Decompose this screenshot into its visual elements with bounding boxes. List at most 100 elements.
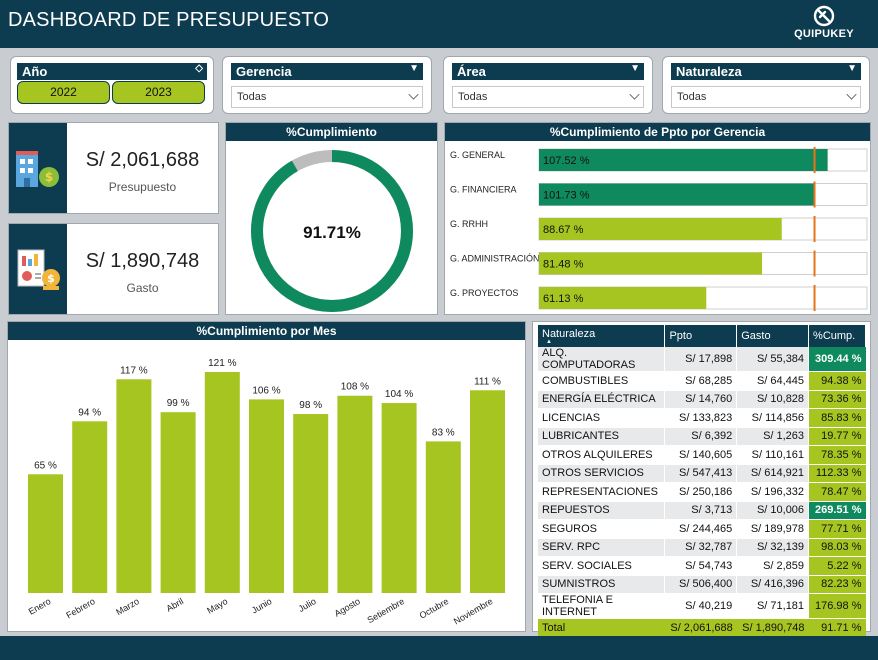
naturaleza-table: Naturaleza ▲ Ppto Gasto %Cump. ALQ. COMPU…	[538, 325, 866, 638]
month-bar[interactable]	[470, 390, 505, 593]
brand-name: QUIPUKEY	[794, 28, 854, 40]
cell-cump: 82.23 %	[808, 575, 866, 594]
month-value-label: 108 %	[341, 382, 369, 393]
column-header-gasto[interactable]: Gasto	[736, 325, 810, 347]
month-bar[interactable]	[337, 395, 373, 593]
cell-cump: 94.38 %	[808, 371, 866, 391]
month-bar[interactable]	[204, 372, 240, 593]
month-tick-label: Marzo	[114, 596, 141, 617]
area-dropdown[interactable]: Todas	[452, 86, 644, 108]
year-slicer: Año ◇ 2022 2023	[10, 56, 214, 114]
cell-gasto: S/ 614,921	[736, 464, 810, 483]
month-bar[interactable]	[116, 379, 152, 593]
year-button-2023[interactable]: 2023	[112, 81, 205, 104]
gerencia-dropdown[interactable]: Todas	[231, 86, 423, 108]
cell-gasto: S/ 1,263	[736, 427, 810, 446]
gerencia-bar[interactable]	[539, 149, 828, 171]
month-bar[interactable]	[293, 414, 329, 593]
gerencia-name: G. ADMINISTRACIÓN	[450, 254, 540, 264]
total-ppto: S/ 2,061,688	[664, 618, 737, 638]
cell-naturaleza: COMBUSTIBLES	[538, 371, 666, 391]
kpi-presupuesto: $ S/ 2,061,688 Presupuesto	[8, 122, 219, 214]
column-header-naturaleza[interactable]: Naturaleza ▲	[538, 325, 666, 347]
gerencia-chart-title: %Cumplimiento de Ppto por Gerencia	[445, 123, 870, 141]
column-header-cump[interactable]: %Cump.	[808, 325, 866, 347]
svg-text:$: $	[47, 272, 55, 285]
naturaleza-slicer-label: Naturaleza	[676, 64, 742, 79]
cell-cump: 112.33 %	[808, 464, 866, 483]
area-dropdown-value: Todas	[458, 91, 488, 103]
gauge-fill	[251, 150, 413, 312]
table-row: LICENCIAS S/ 133,823 S/ 114,856 85.83 %	[538, 408, 866, 428]
month-tick-label: Octubre	[418, 596, 451, 621]
month-tick-label: Noviembre	[452, 596, 495, 626]
kpi-gasto-value: S/ 1,890,748	[85, 250, 200, 272]
month-bar[interactable]	[72, 421, 108, 593]
year-button-2022[interactable]: 2022	[17, 81, 110, 104]
page-title: DASHBOARD DE PRESUPUESTO	[8, 9, 330, 31]
monthly-chart-title: %Cumplimiento por Mes	[8, 322, 525, 340]
table-row: REPUESTOS S/ 3,713 S/ 10,006 269.51 %	[538, 501, 866, 520]
eraser-icon[interactable]: ◇	[195, 63, 203, 74]
month-value-label: 98 %	[299, 400, 322, 411]
quipukey-logo-icon	[813, 5, 835, 27]
cell-naturaleza: ENERGÍA ELÉCTRICA	[538, 390, 666, 409]
area-slicer-header: Área ▼	[452, 63, 644, 80]
naturaleza-dropdown[interactable]: Todas	[671, 86, 861, 108]
cell-gasto: S/ 10,828	[736, 390, 810, 409]
cell-naturaleza: SERV. SOCIALES	[538, 556, 666, 576]
gerencia-name: G. RRHH	[450, 219, 488, 229]
gerencia-bar[interactable]	[539, 183, 815, 206]
gerencia-bar[interactable]	[539, 252, 763, 275]
table-total-row: Total S/ 2,061,688 S/ 1,890,748 91.71 %	[538, 618, 866, 638]
table-row: SERV. RPC S/ 32,787 S/ 32,139 98.03 %	[538, 538, 866, 557]
month-tick-label: Setiembre	[366, 596, 407, 625]
cell-gasto: S/ 32,139	[736, 538, 810, 557]
naturaleza-slicer-header: Naturaleza ▼	[671, 63, 861, 80]
gerencia-bar-label: 107.52 %	[543, 155, 590, 167]
cell-naturaleza: TELEFONIA E INTERNET	[538, 593, 666, 619]
cell-gasto: S/ 64,445	[736, 371, 810, 391]
month-value-label: 111 %	[474, 376, 501, 387]
footer-bar	[0, 636, 878, 660]
cell-cump: 19.77 %	[808, 427, 866, 446]
cell-ppto: S/ 250,186	[664, 482, 738, 502]
column-header-ppto[interactable]: Ppto	[664, 325, 738, 347]
cell-ppto: S/ 6,392	[664, 427, 738, 446]
cell-ppto: S/ 133,823	[664, 408, 738, 428]
month-bar[interactable]	[381, 403, 417, 593]
cell-cump: 5.22 %	[808, 556, 866, 576]
month-tick-label: Enero	[27, 596, 53, 617]
area-slicer-label: Área	[457, 64, 486, 79]
month-bar[interactable]	[28, 474, 63, 593]
cell-gasto: S/ 2,859	[736, 556, 810, 576]
cell-naturaleza: SUMNISTROS	[538, 575, 666, 594]
year-slicer-label: Año	[22, 64, 48, 79]
cell-cump: 78.47 %	[808, 482, 866, 502]
month-tick-label: Mayo	[205, 596, 229, 616]
cell-ppto: S/ 244,465	[664, 519, 738, 539]
naturaleza-slicer: Naturaleza ▼ Todas	[662, 56, 870, 114]
month-bar[interactable]	[249, 399, 284, 593]
cell-cump: 269.51 %	[808, 501, 866, 520]
gerencia-bar[interactable]	[539, 218, 782, 240]
gerencia-name: G. GENERAL	[450, 150, 505, 160]
month-tick-label: Julio	[297, 596, 318, 614]
table-row: ENERGÍA ELÉCTRICA S/ 14,760 S/ 10,828 73.36…	[538, 390, 866, 409]
table-row: REPRESENTACIONES S/ 250,186 S/ 196,332 78.4…	[538, 482, 866, 502]
cumplimiento-gauge-panel: %Cumplimiento 91.71%	[225, 122, 438, 315]
month-bar[interactable]	[425, 441, 461, 593]
kpi-gasto-label: Gasto	[126, 281, 159, 295]
month-tick-label: Junio	[250, 596, 274, 615]
table-row: OTROS SERVICIOS S/ 547,413 S/ 614,921 112.3…	[538, 464, 866, 483]
gerencia-name: G. FINANCIERA	[450, 185, 517, 195]
chevron-down-icon: ▼	[409, 63, 419, 74]
total-gasto: S/ 1,890,748	[736, 618, 809, 638]
kpi-gasto: $ S/ 1,890,748 Gasto	[8, 223, 219, 315]
chevron-down-icon: ▼	[847, 63, 857, 74]
cell-naturaleza: SERV. RPC	[538, 538, 666, 557]
month-bar[interactable]	[160, 412, 196, 593]
month-tick-label: Agosto	[333, 596, 362, 619]
table-row: TELEFONIA E INTERNET S/ 40,219 S/ 71,181 17…	[538, 593, 866, 619]
gerencia-bar[interactable]	[539, 287, 707, 309]
